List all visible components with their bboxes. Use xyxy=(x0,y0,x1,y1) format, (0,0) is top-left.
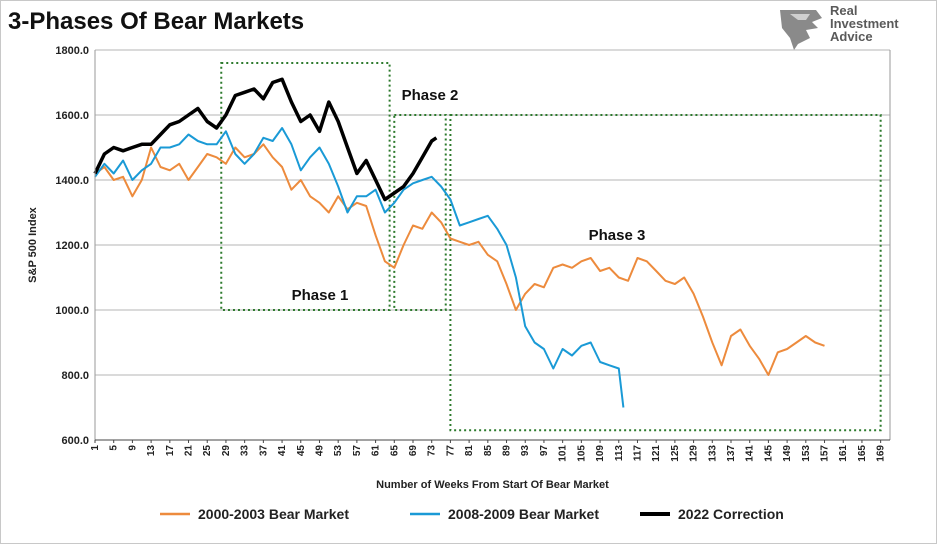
legend-label: 2022 Correction xyxy=(678,506,784,522)
x-tick-label: 133 xyxy=(707,445,718,462)
series-line-1 xyxy=(94,127,625,408)
series-line-2 xyxy=(93,77,438,202)
phase-box xyxy=(220,62,391,311)
x-tick-label: 13 xyxy=(146,445,157,457)
x-tick-label: 1 xyxy=(90,445,101,451)
y-tick-label: 1600.0 xyxy=(55,110,89,122)
x-tick-label: 49 xyxy=(314,445,325,457)
phase-label: Phase 1 xyxy=(292,287,349,304)
x-tick-label: 161 xyxy=(838,445,849,462)
x-tick-label: 77 xyxy=(445,445,456,457)
x-tick-label: 33 xyxy=(240,445,251,457)
x-tick-label: 117 xyxy=(632,445,643,462)
x-tick-label: 29 xyxy=(221,445,232,457)
legend-label: 2000-2003 Bear Market xyxy=(198,506,349,522)
phase-box xyxy=(449,114,882,432)
x-tick-label: 61 xyxy=(371,445,382,457)
phase-boxes: Phase 1 Phase 2 Phase 3 xyxy=(220,62,882,432)
y-tick-label: 1000.0 xyxy=(55,305,89,317)
x-tick-label: 157 xyxy=(820,445,831,462)
x-tick-label: 165 xyxy=(857,445,868,462)
x-tick-label: 17 xyxy=(165,445,176,457)
series-lines xyxy=(93,77,825,408)
legend: 2000-2003 Bear Market 2008-2009 Bear Mark… xyxy=(160,506,784,522)
x-tick-label: 85 xyxy=(483,445,494,457)
x-axis-label: Number of Weeks From Start Of Bear Marke… xyxy=(376,479,609,491)
chart-title: 3-Phases Of Bear Markets xyxy=(8,8,305,35)
x-tick-label: 129 xyxy=(689,445,700,462)
phase-box xyxy=(393,114,447,311)
x-tick-label: 45 xyxy=(296,445,307,457)
x-tick-label: 5 xyxy=(109,445,120,451)
phase-label: Phase 3 xyxy=(589,227,646,244)
x-tick-label: 145 xyxy=(763,445,774,462)
x-tick-label: 89 xyxy=(502,445,513,457)
x-tick-label: 25 xyxy=(202,445,213,457)
x-tick-label: 37 xyxy=(258,445,269,457)
x-tick-label: 93 xyxy=(520,445,531,457)
x-tick-label: 21 xyxy=(184,445,195,457)
x-tick-label: 65 xyxy=(389,445,400,457)
x-tick-label: 69 xyxy=(408,445,419,457)
x-tick-label: 81 xyxy=(464,445,475,457)
logo-line-2: Investment xyxy=(830,16,899,31)
y-tick-label: 800.0 xyxy=(61,370,89,382)
logo-wordmark: Real Investment Advice xyxy=(830,4,899,43)
x-tick-label: 57 xyxy=(352,445,363,457)
logo-line-1: Real xyxy=(830,3,858,18)
logo-line-3: Advice xyxy=(830,29,873,44)
series-line-0 xyxy=(94,143,825,376)
x-tick-label: 105 xyxy=(576,445,587,462)
x-tick-label: 125 xyxy=(670,445,681,462)
x-tick-label: 97 xyxy=(539,445,550,457)
y-tick-label: 1200.0 xyxy=(55,240,89,252)
x-tick-label: 113 xyxy=(614,445,625,462)
y-tick-label: 600.0 xyxy=(61,435,89,447)
x-tick-label: 53 xyxy=(333,445,344,457)
legend-label: 2008-2009 Bear Market xyxy=(448,506,599,522)
eagle-head-icon xyxy=(780,10,822,50)
x-tick-label: 137 xyxy=(726,445,737,462)
y-tick-label: 1800.0 xyxy=(55,45,89,57)
grid-layer xyxy=(95,49,890,441)
x-tick-label: 101 xyxy=(558,445,569,462)
axes: 600.0 800.0 1000.0 1200.0 1400.0 1600.0 1800.0… xyxy=(55,45,891,462)
x-tick-label: 141 xyxy=(745,445,756,462)
x-tick-label: 121 xyxy=(651,445,662,462)
x-tick-label: 41 xyxy=(277,445,288,457)
x-tick-label: 149 xyxy=(782,445,793,462)
phase-label: Phase 2 xyxy=(402,87,459,104)
y-tick-label: 1400.0 xyxy=(55,175,89,187)
x-tick-label: 169 xyxy=(876,445,887,462)
x-tick-label: 153 xyxy=(801,445,812,462)
y-axis-label: S&P 500 Index xyxy=(27,206,39,282)
x-tick-label: 9 xyxy=(127,445,138,451)
x-tick-label: 73 xyxy=(427,445,438,457)
x-tick-label: 109 xyxy=(595,445,606,462)
